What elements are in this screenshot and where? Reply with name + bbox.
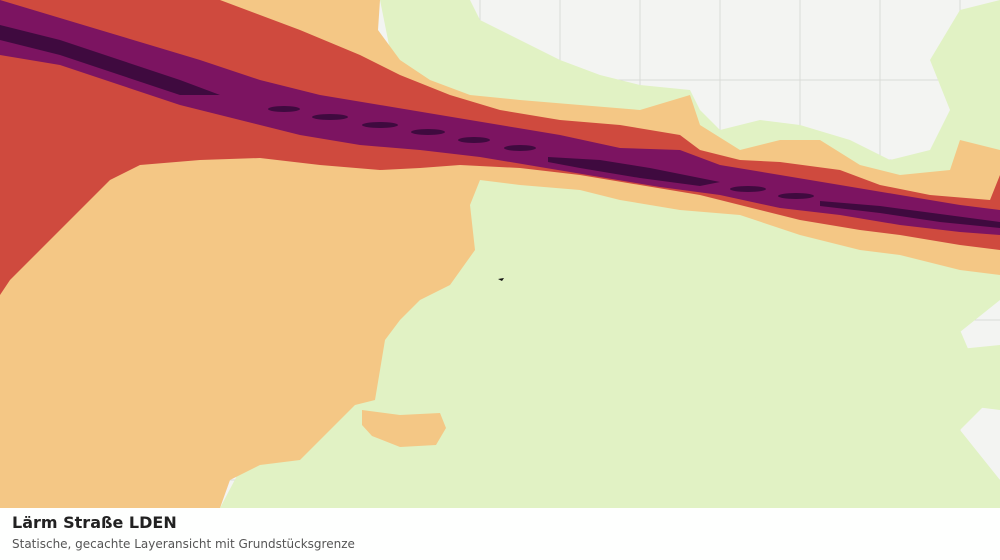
layer-title: Lärm Straße LDEN [12, 513, 177, 532]
noise-band-peak [0, 25, 1000, 228]
noise-band-very-high [0, 0, 1000, 235]
layer-subtitle: Statische, gecachte Layeransicht mit Gru… [12, 537, 355, 551]
parcel-marker[interactable] [498, 278, 504, 281]
map-caption: Lärm Straße LDEN Statische, gecachte Lay… [0, 508, 1000, 560]
